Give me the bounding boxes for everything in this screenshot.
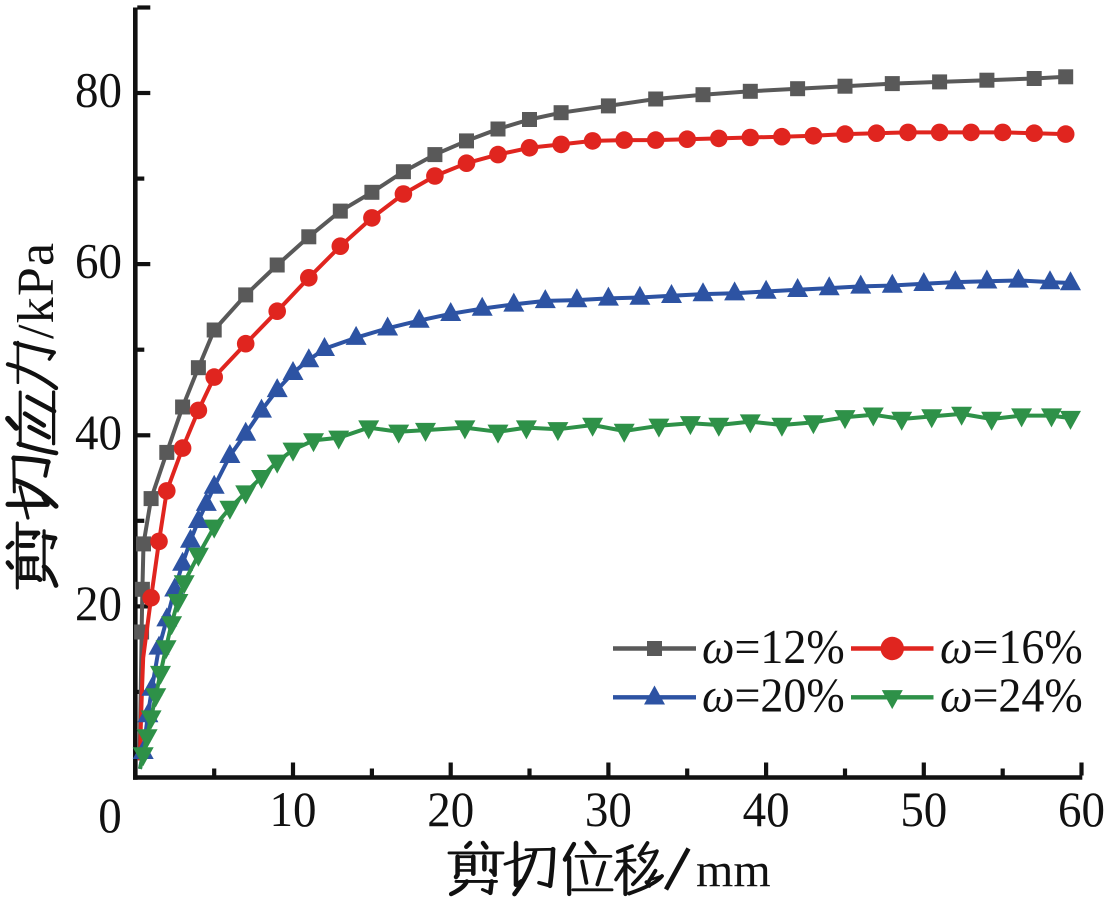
- svg-text:80: 80: [75, 64, 122, 118]
- svg-text:50: 50: [900, 783, 947, 837]
- svg-text:40: 40: [75, 406, 122, 460]
- svg-text:20: 20: [427, 783, 474, 837]
- svg-text:ω=16%: ω=16%: [940, 621, 1083, 674]
- svg-text:ω=12%: ω=12%: [702, 621, 845, 674]
- svg-text:10: 10: [270, 783, 317, 837]
- svg-text:20: 20: [75, 577, 122, 631]
- svg-text:40: 40: [743, 783, 790, 837]
- svg-text:60: 60: [75, 235, 122, 289]
- svg-text:mm: mm: [696, 844, 771, 897]
- svg-text:60: 60: [1058, 783, 1105, 837]
- svg-text:30: 30: [585, 783, 632, 837]
- svg-text:0: 0: [98, 789, 121, 843]
- svg-text:ω=20%: ω=20%: [702, 669, 845, 722]
- svg-text:/kPa: /kPa: [8, 242, 65, 339]
- svg-text:ω=24%: ω=24%: [940, 669, 1083, 722]
